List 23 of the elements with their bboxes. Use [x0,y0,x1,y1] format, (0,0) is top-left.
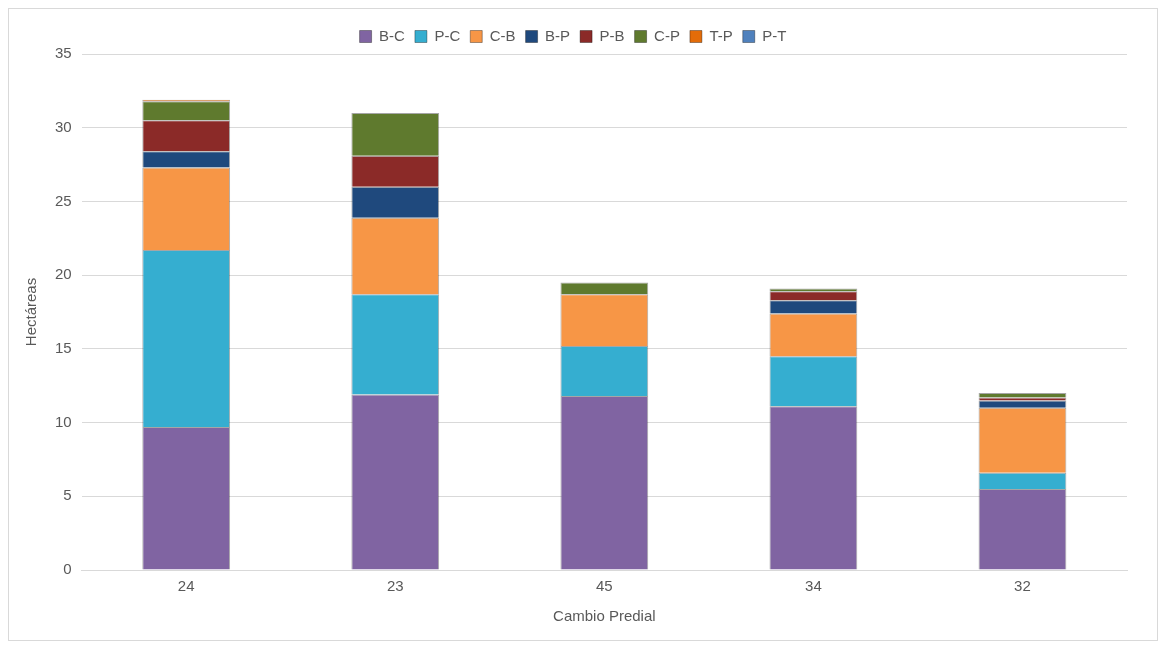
y-tick-label: 35 [55,44,72,62]
x-tick-label: 45 [596,577,613,595]
y-tick-label: 5 [63,486,72,504]
y-tick-label: 25 [55,191,72,209]
x-tick-label: 24 [177,577,195,595]
x-axis-title: Cambio Predial [553,607,656,625]
x-tick-label: 23 [386,577,404,595]
legend-label: C-P [654,26,680,44]
y-tick-label: 10 [55,412,72,430]
legend-label: P-C [434,26,461,44]
y-axis-title: Hectáreas [22,277,40,347]
legend-label: B-C [379,26,406,44]
legend-label: P-B [599,26,625,44]
y-tick-label: 20 [55,265,72,283]
y-tick-label: 30 [55,117,72,135]
legend-label: B-P [545,26,571,44]
legend-label: T-P [709,26,733,44]
legend-label: P-T [762,26,787,44]
y-tick-label: 15 [55,339,72,356]
legend-label: C-B [489,26,516,44]
x-tick-label: 32 [1014,577,1031,595]
y-tick-label: 0 [63,560,72,578]
x-tick-label: 34 [805,577,822,595]
